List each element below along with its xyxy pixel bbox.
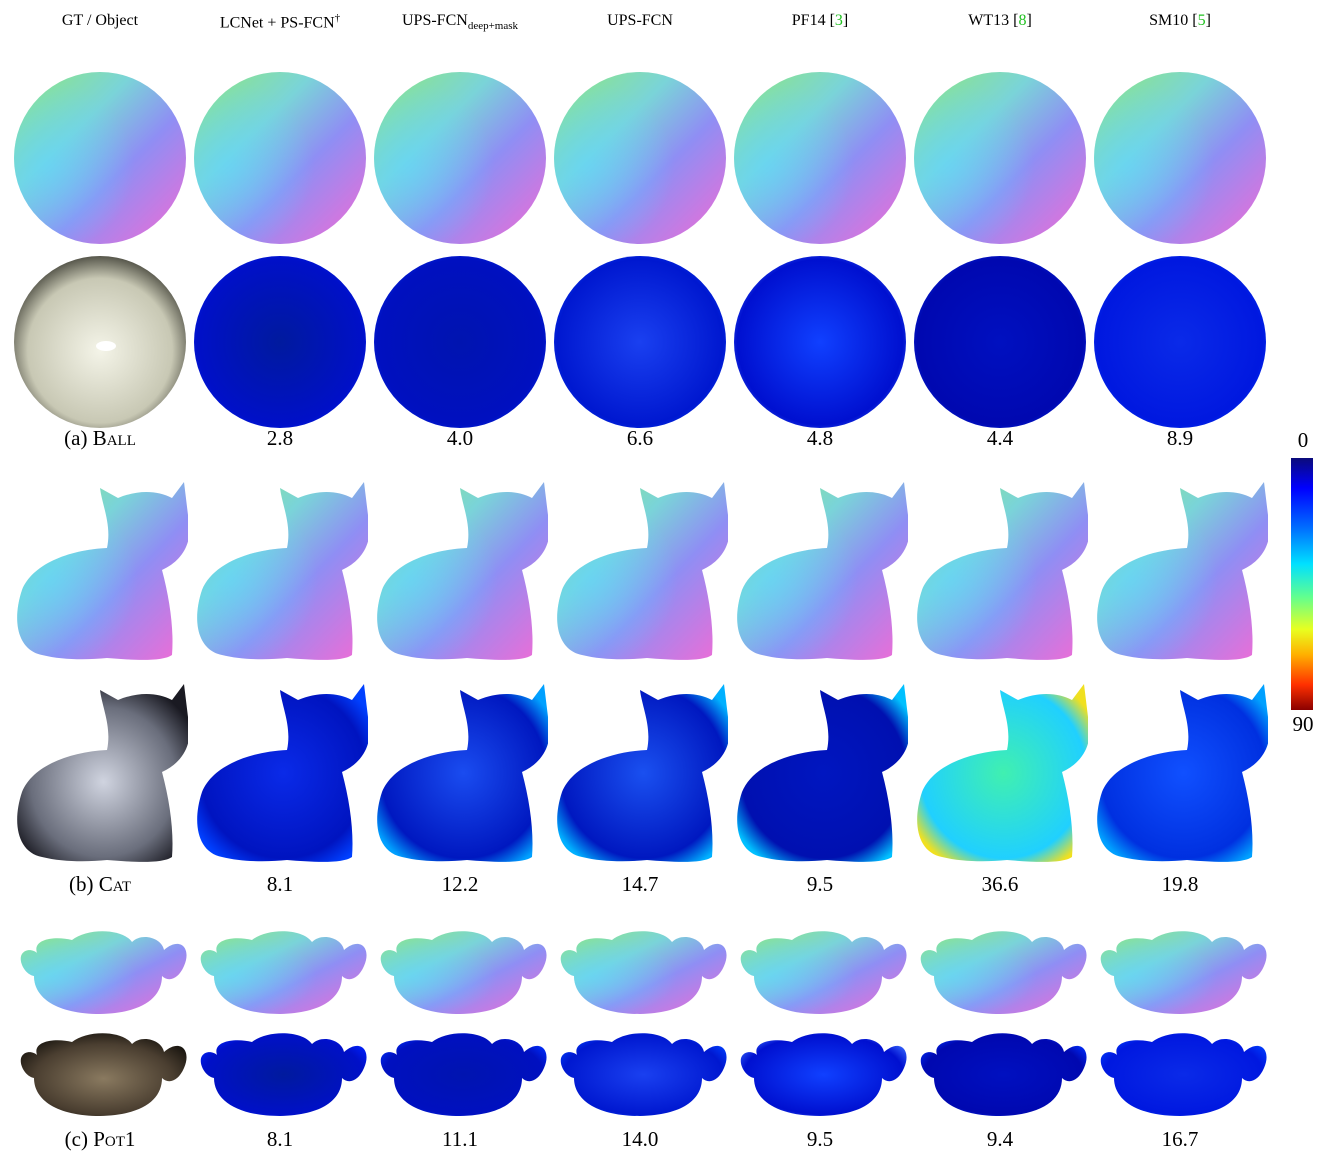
pot-error-map — [552, 1020, 728, 1120]
row-label: (a) Ball — [64, 426, 136, 450]
ball-normal-map — [552, 70, 728, 246]
pot-error-map — [192, 1020, 368, 1120]
cat-error-map — [372, 672, 548, 868]
cat-normal-map — [12, 470, 188, 666]
pot-error-map — [732, 1020, 908, 1120]
angular-error-value: 8.1 — [266, 872, 294, 896]
cat-error-map — [552, 672, 728, 868]
colorbar-max-label: 90 — [1292, 712, 1314, 736]
column-header: SM10 [5] — [1149, 12, 1211, 29]
column-header: WT13 [8] — [968, 12, 1032, 29]
angular-error-value: 9.4 — [986, 1127, 1014, 1151]
angular-error-value: 6.6 — [626, 426, 654, 450]
cat-normal-map — [372, 470, 548, 666]
error-colorbar — [1291, 458, 1313, 710]
pot-normal-map — [552, 918, 728, 1018]
ball-error-map — [372, 254, 548, 430]
ball-error-map — [1092, 254, 1268, 430]
angular-error-value: 36.6 — [981, 872, 1019, 896]
pot-normal-map — [12, 918, 188, 1018]
ball-error-map — [912, 254, 1088, 430]
ball-error-map — [732, 254, 908, 430]
ball-error-map — [192, 254, 368, 430]
cat-error-map — [912, 672, 1088, 868]
column-header: LCNet + PS-FCN† — [219, 12, 341, 32]
angular-error-value: 16.7 — [1161, 1127, 1199, 1151]
citation-link: 8 — [1018, 12, 1027, 29]
pot-error-map — [372, 1020, 548, 1120]
pot-error-map — [1092, 1020, 1268, 1120]
cat-object-photo — [12, 672, 188, 868]
row-label: (c) Pot1 — [64, 1127, 136, 1151]
ball-normal-map — [12, 70, 188, 246]
angular-error-value: 4.0 — [446, 426, 474, 450]
column-header: UPS-FCN — [607, 12, 673, 29]
angular-error-value: 14.7 — [621, 872, 659, 896]
column-header: PF14 [3] — [791, 12, 849, 29]
angular-error-value: 2.8 — [266, 426, 294, 450]
cat-normal-map — [552, 470, 728, 666]
angular-error-value: 19.8 — [1161, 872, 1199, 896]
pot-error-map — [912, 1020, 1088, 1120]
ball-normal-map — [372, 70, 548, 246]
angular-error-value: 8.1 — [266, 1127, 294, 1151]
pot-normal-map — [372, 918, 548, 1018]
ball-normal-map — [1092, 70, 1268, 246]
citation-link: 3 — [834, 12, 843, 29]
ball-normal-map — [192, 70, 368, 246]
angular-error-value: 14.0 — [621, 1127, 659, 1151]
angular-error-value: 4.4 — [986, 426, 1014, 450]
ball-normal-map — [912, 70, 1088, 246]
angular-error-value: 12.2 — [441, 872, 479, 896]
cat-error-map — [732, 672, 908, 868]
ball-error-map — [552, 254, 728, 430]
angular-error-value: 8.9 — [1166, 426, 1194, 450]
column-header: UPS-FCNdeep+mask — [402, 12, 518, 33]
cat-normal-map — [1092, 470, 1268, 666]
cat-normal-map — [912, 470, 1088, 666]
cat-error-map — [192, 672, 368, 868]
ball-normal-map — [732, 70, 908, 246]
pot-object-photo — [12, 1020, 188, 1120]
row-label: (b) Cat — [68, 872, 132, 896]
pot-normal-map — [192, 918, 368, 1018]
colorbar-min-label: 0 — [1297, 428, 1309, 452]
ball-object-photo — [12, 254, 188, 430]
column-header: GT / Object — [61, 12, 139, 29]
cat-normal-map — [732, 470, 908, 666]
angular-error-value: 9.5 — [806, 1127, 834, 1151]
pot-normal-map — [912, 918, 1088, 1018]
pot-normal-map — [1092, 918, 1268, 1018]
angular-error-value: 9.5 — [806, 872, 834, 896]
angular-error-value: 4.8 — [806, 426, 834, 450]
citation-link: 5 — [1197, 12, 1206, 29]
cat-normal-map — [192, 470, 368, 666]
cat-error-map — [1092, 672, 1268, 868]
pot-normal-map — [732, 918, 908, 1018]
angular-error-value: 11.1 — [442, 1127, 478, 1151]
